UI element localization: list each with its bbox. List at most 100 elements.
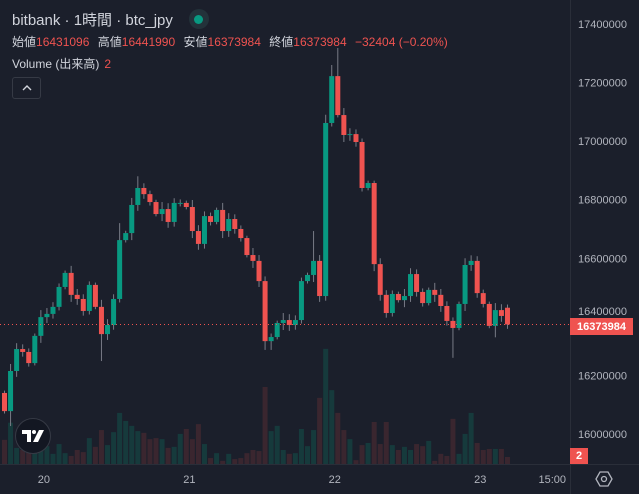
market-status-icon[interactable] (188, 9, 209, 29)
collapse-legend-button[interactable] (12, 77, 41, 99)
candle-body (111, 298, 117, 326)
candle (8, 363, 14, 427)
chart-settings-button[interactable] (594, 469, 614, 489)
candle-body (317, 260, 323, 297)
candle-body (201, 216, 207, 244)
volume-bar (329, 390, 335, 464)
candle (377, 258, 383, 301)
candle-body (414, 274, 420, 292)
volume-bar (68, 455, 74, 464)
candle-body (220, 209, 226, 232)
candle-body (298, 281, 304, 321)
price-tick-label: 16600000 (578, 253, 627, 265)
candle (414, 269, 420, 297)
candle (232, 214, 238, 234)
candle (50, 302, 56, 319)
candle (105, 319, 111, 340)
volume-bar (262, 387, 268, 464)
tradingview-logo[interactable] (15, 418, 51, 454)
candle-body (383, 294, 389, 314)
volume-bar (486, 448, 492, 464)
candle-body (62, 272, 68, 287)
candle-body (44, 313, 50, 318)
candle-body (189, 207, 195, 232)
candle (68, 265, 74, 302)
volume-bar (462, 433, 468, 464)
candle (2, 390, 7, 414)
candle (111, 294, 117, 330)
volume-legend: Volume (出来高) 2 (12, 55, 453, 73)
symbol-title[interactable]: bitbank · 1時間 · btc_jpy (12, 11, 173, 29)
candle (141, 183, 147, 199)
candle (347, 128, 353, 141)
volume-bar (189, 439, 195, 464)
volume-bar (347, 439, 353, 464)
candle (80, 294, 86, 316)
candle (498, 304, 504, 322)
candle (56, 283, 62, 311)
candle-body (26, 351, 32, 364)
candle-body (365, 183, 371, 188)
price-axis[interactable]: 17400000 17200000 17000000 16800000 16600000… (578, 19, 627, 441)
time-axis[interactable]: 20 21 22 23 15:00 (38, 474, 566, 486)
candle-body (492, 310, 498, 326)
volume-bar (311, 430, 317, 464)
volume-bar (408, 450, 414, 464)
chart-legend: bitbank · 1時間 · btc_jpy 始値16431096 高値164… (12, 8, 453, 99)
volume-bar (135, 431, 141, 464)
candle-body (389, 293, 395, 314)
candle (268, 333, 274, 350)
volume-label[interactable]: Volume (出来高) (12, 57, 100, 71)
candle (98, 299, 104, 362)
volume-bar (56, 444, 62, 464)
candle-body (377, 264, 383, 295)
volume-bar (177, 433, 183, 464)
candle (371, 180, 377, 272)
candle-body (2, 392, 7, 412)
volume-bar (26, 446, 32, 464)
volume-bar (201, 444, 207, 464)
candle-body (153, 202, 159, 215)
candle (280, 313, 286, 331)
candle-body (426, 289, 432, 304)
price-tick-label: 16400000 (578, 306, 627, 318)
volume-bar (353, 460, 359, 464)
candle (147, 190, 153, 206)
ohlc-values: 始値16431096 高値16441990 安値16373984 終値16373… (12, 33, 453, 51)
volume-bar (305, 446, 310, 464)
candle-body (129, 204, 135, 234)
candle-body (105, 325, 111, 335)
candle (14, 343, 20, 377)
candle (353, 129, 359, 147)
volume-bar (232, 459, 238, 464)
candle (62, 270, 68, 290)
volume-bar (268, 431, 274, 464)
candle (135, 176, 141, 211)
volume-bar (20, 450, 26, 464)
candle-body (256, 260, 262, 282)
volume-bar (32, 448, 38, 464)
candle-body (353, 134, 359, 143)
candle-body (214, 209, 220, 222)
candle (305, 272, 310, 284)
candle-body (135, 187, 141, 205)
candle-body (208, 216, 214, 222)
volume-bar (414, 444, 420, 464)
volume-bar (444, 455, 450, 464)
price-tick-label: 16800000 (578, 195, 627, 207)
volume-bar (92, 446, 98, 464)
candle (401, 289, 407, 308)
volume-bar (389, 445, 395, 464)
candle (183, 200, 189, 210)
candle (365, 180, 371, 191)
volume-bar (492, 448, 498, 464)
low-value: 16373984 (207, 35, 261, 49)
candle (456, 301, 462, 331)
volume-bar (195, 424, 201, 464)
volume-bar (298, 429, 304, 464)
volume-bar (504, 457, 510, 464)
candle (432, 282, 438, 302)
candle (383, 290, 389, 318)
candle (214, 207, 220, 225)
